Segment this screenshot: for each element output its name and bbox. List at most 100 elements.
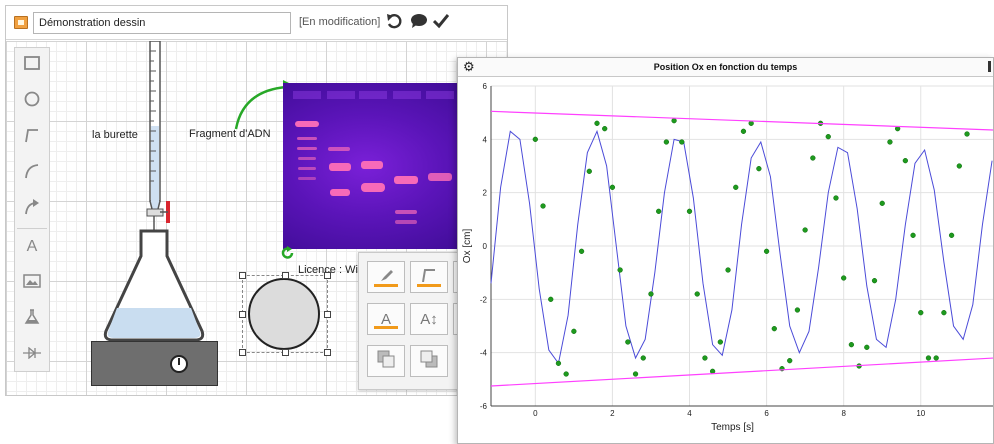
sine-series-line [490,129,993,365]
y-tick-label: -6 [480,402,488,411]
brush-icon [378,268,394,287]
y-tick-label: 0 [483,242,488,251]
font-size-button[interactable]: A↕ [410,303,448,335]
polyline-tool[interactable] [17,122,47,152]
data-point [887,139,893,145]
data-point [540,203,546,209]
comment-icon[interactable] [410,12,428,36]
hot-plate[interactable] [91,341,218,386]
resize-handle[interactable] [324,311,331,318]
flask-icon [24,308,40,330]
data-point [825,134,831,140]
burette-label[interactable]: la burette [92,129,138,141]
send-to-back-button[interactable] [410,345,448,377]
rectangle-tool[interactable] [17,50,47,80]
send-to-back-icon [420,350,438,373]
dna-gel-image[interactable] [283,83,490,249]
bring-to-front-button[interactable] [367,345,405,377]
edit-status-label: [En modification] [299,16,381,28]
undo-icon[interactable] [386,12,402,36]
gear-icon[interactable]: ⚙ [463,59,475,74]
resize-handle[interactable] [239,349,246,356]
polyline-icon [24,127,40,148]
y-tick-label: 4 [483,135,488,144]
lab-equipment-tool[interactable] [17,304,47,334]
curve-tool[interactable] [17,158,47,188]
document-title-input[interactable] [33,12,291,34]
resize-handle[interactable] [239,272,246,279]
x-axis-label: Temps [s] [711,422,754,433]
document-icon[interactable] [14,16,28,29]
curved-arrow-icon [24,198,40,220]
data-point [555,360,562,366]
image-tool[interactable] [17,268,47,298]
check-icon[interactable] [432,12,450,36]
text-color-glyph: A [380,310,391,328]
resize-handle[interactable] [324,349,331,356]
rotate-handle-icon[interactable] [281,246,295,260]
line-style-button[interactable] [410,261,448,293]
position-chart[interactable]: 0 2 4 6 8 10 -6 -4 -2 0 2 4 6 Temps [s] Ox [cm] [458,78,994,444]
data-point [717,339,723,345]
y-tick-label: -4 [480,349,488,358]
data-point [609,184,616,190]
chart-window: ⚙ Position Ox en fonction du temps 0 2 4 6 8… [457,57,994,444]
data-point [771,326,777,332]
data-point [879,200,885,206]
upper-envelope-line [490,110,993,131]
bring-to-front-icon [377,350,395,373]
resize-handle[interactable] [282,272,289,279]
selected-circle-shape[interactable] [248,278,320,350]
x-tick-label: 8 [841,409,846,418]
y-axis-label: Ox [cm] [462,229,473,264]
data-point [648,291,654,297]
circle-icon [24,91,40,112]
stroke-color-button[interactable] [367,261,405,293]
text-color-button[interactable]: A [367,303,405,335]
chart-title: Position Ox en fonction du temps [653,62,798,72]
data-point [694,291,700,297]
menu-icon[interactable] [988,61,991,72]
data-point [810,155,816,161]
data-point [794,307,801,313]
data-point [640,355,646,361]
font-size-glyph: A↕ [420,310,438,328]
data-point [586,168,592,174]
y-tick-label: -2 [480,295,488,304]
resize-handle[interactable] [239,311,246,318]
text-tool[interactable]: A [17,232,47,262]
data-point [679,139,685,145]
y-tick-label: 6 [483,82,488,91]
data-point [964,131,970,137]
curve-icon [24,163,40,184]
data-point [656,208,662,214]
diode-icon [23,346,41,364]
resize-handle[interactable] [324,272,331,279]
x-tick-label: 10 [916,409,925,418]
text-tool-glyph: A [26,238,38,255]
data-point [563,371,569,377]
arrow-tool[interactable] [17,194,47,224]
data-point [632,371,639,377]
data-point [948,232,955,238]
data-point [933,355,939,361]
data-point [925,355,932,361]
burette-drawing[interactable] [86,41,226,366]
resize-handle[interactable] [282,349,289,356]
x-tick-label: 6 [764,409,769,418]
x-tick-label: 4 [687,409,692,418]
data-point [756,166,762,172]
editor-header: [En modification] [6,6,507,40]
selected-shape-bounding-box[interactable] [239,272,331,356]
data-point [594,120,600,126]
circuit-tool[interactable] [17,340,47,370]
data-point [802,227,808,233]
data-point [941,310,947,316]
y-tick-label: 2 [483,189,488,198]
ellipse-tool[interactable] [17,86,47,116]
data-point [725,267,731,273]
dna-label[interactable]: Fragment d'ADN [189,128,271,140]
data-point [871,278,878,284]
data-point [625,339,631,345]
data-point [740,128,747,134]
